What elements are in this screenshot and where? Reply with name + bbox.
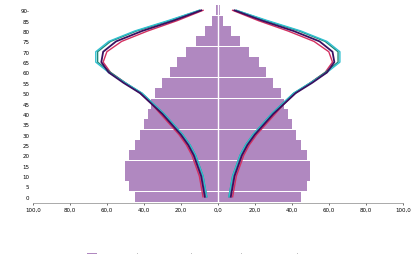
Bar [212, 17, 218, 27]
Bar [170, 68, 218, 78]
Bar [218, 182, 307, 192]
Bar [218, 37, 240, 47]
Bar [218, 58, 259, 68]
Bar [125, 161, 218, 171]
Bar [129, 151, 218, 161]
Bar [155, 89, 218, 99]
Bar [205, 27, 218, 37]
Bar [216, 6, 218, 16]
Bar [135, 192, 218, 202]
Bar [140, 130, 218, 140]
Bar [218, 192, 301, 202]
Bar [177, 58, 218, 68]
Bar [151, 99, 218, 109]
Bar [129, 182, 218, 192]
Bar [144, 120, 218, 130]
Bar [218, 89, 281, 99]
Bar [125, 171, 218, 181]
Bar [218, 109, 288, 119]
Bar [218, 130, 296, 140]
Bar [186, 47, 218, 57]
Bar [148, 109, 218, 119]
Bar [218, 99, 284, 109]
Bar [135, 140, 218, 150]
Bar [218, 6, 219, 16]
Legend: 2008, cenário central, cenário baixo, cenário elevado, cenário sem migrações: 2008, cenário central, cenário baixo, ce… [85, 250, 350, 254]
Bar [218, 17, 223, 27]
Bar [196, 37, 218, 47]
Bar [162, 78, 218, 88]
Bar [218, 27, 231, 37]
Bar [218, 120, 292, 130]
Bar [218, 171, 310, 181]
Bar [218, 161, 310, 171]
Bar [218, 78, 273, 88]
Bar [218, 151, 307, 161]
Bar [218, 140, 301, 150]
Bar [218, 47, 249, 57]
Bar [218, 68, 266, 78]
